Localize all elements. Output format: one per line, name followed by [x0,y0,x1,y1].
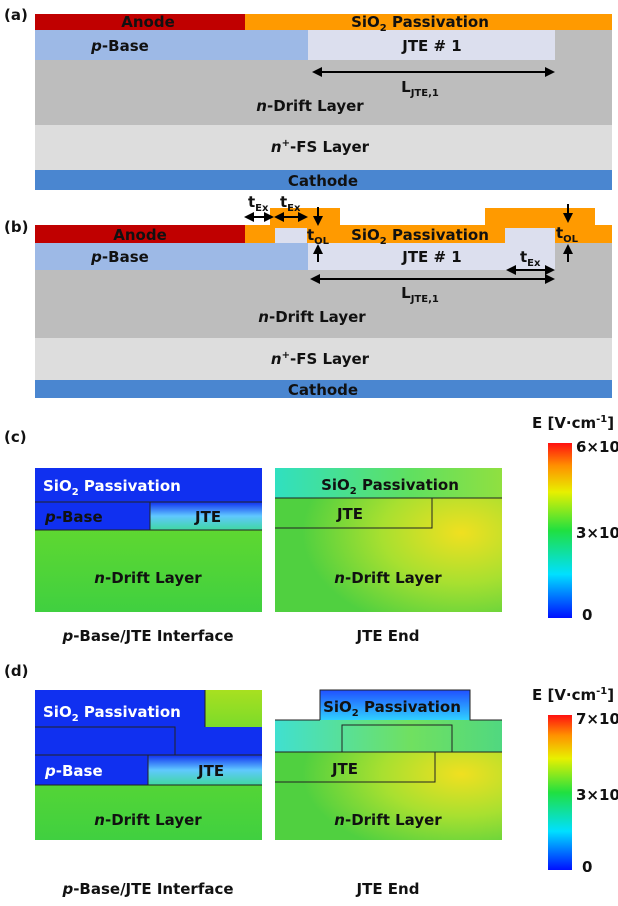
colorbar-tick: 7×106 [576,710,618,728]
jte-label: JTE # 1 [401,37,462,55]
t-ex-label: tEx [248,193,269,214]
panel-label: (b) [4,218,28,236]
figure: (a) Anode SiO2 Passivation p-Base JTE # … [0,0,618,906]
passivation-label: SiO2 Passivation [351,13,489,34]
colorbar-tick: 3×106 [576,786,618,804]
jte-label: JTE [336,505,363,523]
jte-label: JTE [197,762,224,780]
cathode-label: Cathode [288,172,358,190]
jte-label: JTE [331,760,358,778]
p-base-label: p-Base [90,248,149,266]
panel-label: (c) [4,428,27,446]
drift-label: n-Drift Layer [334,811,442,829]
jte-label: JTE # 1 [401,248,462,266]
anode-label: Anode [121,13,175,31]
caption: p-Base/JTE Interface [61,627,233,645]
passivation-label: SiO2 Passivation [351,226,489,247]
panel-d: (d) SiO2 Passivation p-Base JTE n-Drift … [4,662,618,898]
colorbar-title: E [V·cm-1] [532,414,614,432]
drift-label: n-Drift Layer [256,97,364,115]
panel-label: (a) [4,6,28,24]
caption: JTE End [356,627,420,645]
p-base [35,243,308,270]
jte-extension [505,228,555,243]
caption: JTE End [356,880,420,898]
passivation-label: SiO2 Passivation [321,476,459,497]
p-base-label: p-Base [44,508,103,526]
passivation-label: SiO2 Passivation [43,703,181,724]
panel-c: (c) SiO2 Passivation p-Base JTE n-Drift … [4,414,618,645]
passivation-label: SiO2 Passivation [43,477,181,498]
p-base [35,30,308,60]
panel-a: (a) Anode SiO2 Passivation p-Base JTE # … [4,6,612,190]
drift-label: n-Drift Layer [334,569,442,587]
panel-b: (b) Anode SiO2 Passivation p-Base JTE # … [4,193,612,399]
colorbar [548,443,572,618]
colorbar-tick: 0 [582,858,592,876]
panel-label: (d) [4,662,28,680]
cathode-label: Cathode [288,381,358,399]
colorbar-tick: 6×106 [576,438,618,456]
colorbar-title: E [V·cm-1] [532,686,614,704]
jte-label: JTE [194,508,221,526]
colorbar-tick: 3×106 [576,524,618,542]
anode-label: Anode [113,226,167,244]
jte-extension [275,228,307,243]
drift-label: n-Drift Layer [94,569,202,587]
p-base-label: p-Base [90,37,149,55]
caption: p-Base/JTE Interface [61,880,233,898]
colorbar [548,715,572,870]
passivation-label: SiO2 Passivation [323,698,461,719]
colorbar-tick: 0 [582,606,592,624]
t-ex-label: tEx [280,193,301,214]
drift-label: n-Drift Layer [94,811,202,829]
drift-label: n-Drift Layer [258,308,366,326]
p-base-label: p-Base [44,762,103,780]
